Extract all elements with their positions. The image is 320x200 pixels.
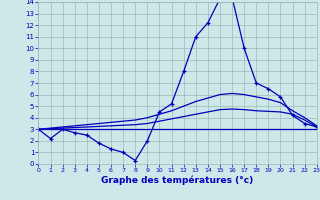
X-axis label: Graphe des températures (°c): Graphe des températures (°c)	[101, 176, 254, 185]
